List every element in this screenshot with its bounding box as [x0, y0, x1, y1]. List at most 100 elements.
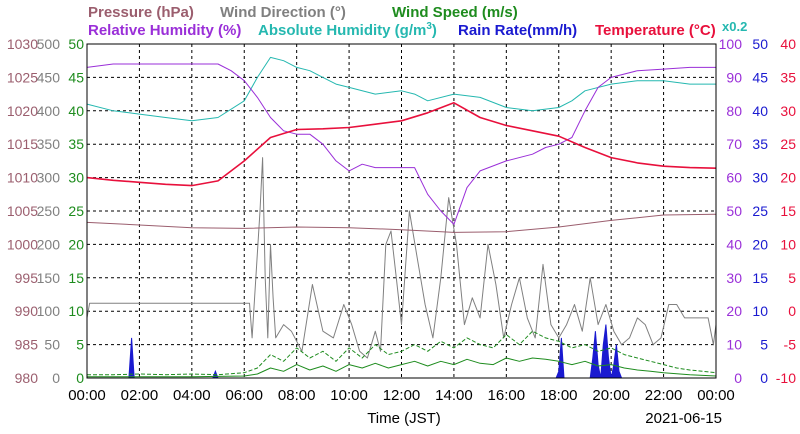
tick-rain_rate: 30 [752, 170, 768, 186]
tick-wind_direction: 400 [37, 103, 61, 119]
tick-x: 10:00 [330, 387, 368, 404]
tick-pressure: 1015 [7, 136, 38, 152]
legend-absolute_humidity-end: ) [432, 22, 437, 39]
tick-relative_humidity: 70 [726, 136, 742, 152]
tick-wind_speed: 50 [68, 36, 84, 52]
legend-rain_rate: Rain Rate(mm/h) [458, 22, 577, 39]
tick-wind_direction: 150 [37, 270, 61, 286]
tick-wind_direction: 100 [37, 303, 61, 319]
tick-pressure: 1000 [7, 236, 38, 252]
tick-pressure: 985 [15, 337, 39, 353]
series-absolute_humidity [86, 56, 716, 122]
legend: Pressure (hPa) Wind Direction (°) Wind Spe… [88, 4, 747, 39]
series-wind_direction [86, 157, 717, 359]
tick-x: 02:00 [121, 387, 159, 404]
tick-x: 20:00 [592, 387, 630, 404]
tick-pressure: 1020 [7, 103, 38, 119]
legend-pressure: Pressure (hPa) [88, 4, 194, 21]
tick-temperature: 30 [780, 103, 796, 119]
tick-wind_speed: 15 [68, 270, 84, 286]
tick-wind_speed: 5 [76, 337, 84, 353]
tick-x: 08:00 [278, 387, 316, 404]
tick-rain_rate: 25 [752, 203, 768, 219]
tick-pressure: 995 [15, 270, 39, 286]
tick-wind_direction: 250 [37, 203, 61, 219]
series-pressure [86, 213, 717, 233]
tick-relative_humidity: 90 [726, 69, 742, 85]
tick-relative_humidity: 20 [726, 303, 742, 319]
series-wind_speed-solid [87, 357, 717, 378]
legend-temperature: Temperature (°C) [595, 22, 716, 39]
series-wind_speed-dashed [87, 330, 717, 376]
tick-pressure: 980 [15, 370, 39, 386]
tick-rain_rate: 5 [760, 337, 768, 353]
tick-wind_speed: 20 [68, 236, 84, 252]
tick-wind_speed: 35 [68, 136, 84, 152]
tick-x: 00:00 [68, 387, 106, 404]
tick-relative_humidity: 100 [719, 36, 743, 52]
tick-temperature: 35 [780, 69, 796, 85]
tick-relative_humidity: 80 [726, 103, 742, 119]
legend-absolute_humidity: Absolute Humidity (g/m3) [258, 21, 437, 39]
tick-wind_direction: 200 [37, 236, 61, 252]
tick-wind_direction: 500 [37, 36, 61, 52]
legend-relative_humidity: Relative Humidity (%) [88, 22, 241, 39]
tick-wind_speed: 40 [68, 103, 84, 119]
tick-temperature: 40 [780, 36, 796, 52]
tick-relative_humidity: 0 [734, 370, 742, 386]
series-temperature [86, 102, 717, 187]
x-axis-label: Time (JST) [367, 410, 441, 427]
tick-rain_rate: 40 [752, 103, 768, 119]
tick-pressure: 1005 [7, 203, 38, 219]
tick-relative_humidity: 30 [726, 270, 742, 286]
tick-wind_speed: 30 [68, 170, 84, 186]
tick-wind_direction: 50 [44, 337, 60, 353]
tick-x: 12:00 [383, 387, 421, 404]
tick-rain_rate: 50 [752, 36, 768, 52]
plot-frame [86, 43, 717, 379]
tick-temperature: 0 [788, 303, 796, 319]
tick-pressure: 990 [15, 303, 39, 319]
tick-x: 16:00 [488, 387, 526, 404]
tick-temperature: 20 [780, 170, 796, 186]
axes: 9809859909951000100510101015102010251030… [7, 36, 796, 404]
tick-relative_humidity: 10 [726, 337, 742, 353]
legend-wind_direction: Wind Direction (°) [220, 4, 346, 21]
series [86, 56, 717, 379]
tick-wind_speed: 45 [68, 69, 84, 85]
tick-x: 22:00 [645, 387, 683, 404]
tick-rain_rate: 15 [752, 270, 768, 286]
tick-temperature: 5 [788, 270, 796, 286]
tick-x: 18:00 [540, 387, 578, 404]
legend-absolute_humidity-scale: x0.2 [722, 19, 747, 34]
legend-wind_speed: Wind Speed (m/s) [392, 4, 518, 21]
series-relative_humidity [86, 63, 716, 225]
tick-wind_direction: 450 [37, 69, 61, 85]
tick-pressure: 1025 [7, 69, 38, 85]
tick-x: 04:00 [173, 387, 211, 404]
tick-rain_rate: 20 [752, 236, 768, 252]
tick-wind_speed: 0 [76, 370, 84, 386]
tick-temperature: 15 [780, 203, 796, 219]
tick-temperature: 10 [780, 236, 796, 252]
tick-wind_direction: 0 [52, 370, 60, 386]
tick-rain_rate: 45 [752, 69, 768, 85]
tick-pressure: 1030 [7, 36, 38, 52]
tick-temperature: -10 [776, 370, 796, 386]
tick-pressure: 1010 [7, 170, 38, 186]
tick-rain_rate: 10 [752, 303, 768, 319]
tick-temperature: -5 [784, 337, 797, 353]
tick-x: 14:00 [435, 387, 473, 404]
tick-wind_direction: 350 [37, 136, 61, 152]
tick-wind_speed: 10 [68, 303, 84, 319]
grid [87, 44, 716, 378]
tick-relative_humidity: 60 [726, 170, 742, 186]
legend-absolute_humidity-sup: 3 [426, 21, 432, 32]
tick-rain_rate: 35 [752, 136, 768, 152]
tick-x: 06:00 [225, 387, 263, 404]
tick-wind_speed: 25 [68, 203, 84, 219]
tick-rain_rate: 0 [760, 370, 768, 386]
legend-absolute_humidity-text: Absolute Humidity (g/m [258, 22, 426, 39]
tick-x: 00:00 [697, 387, 735, 404]
